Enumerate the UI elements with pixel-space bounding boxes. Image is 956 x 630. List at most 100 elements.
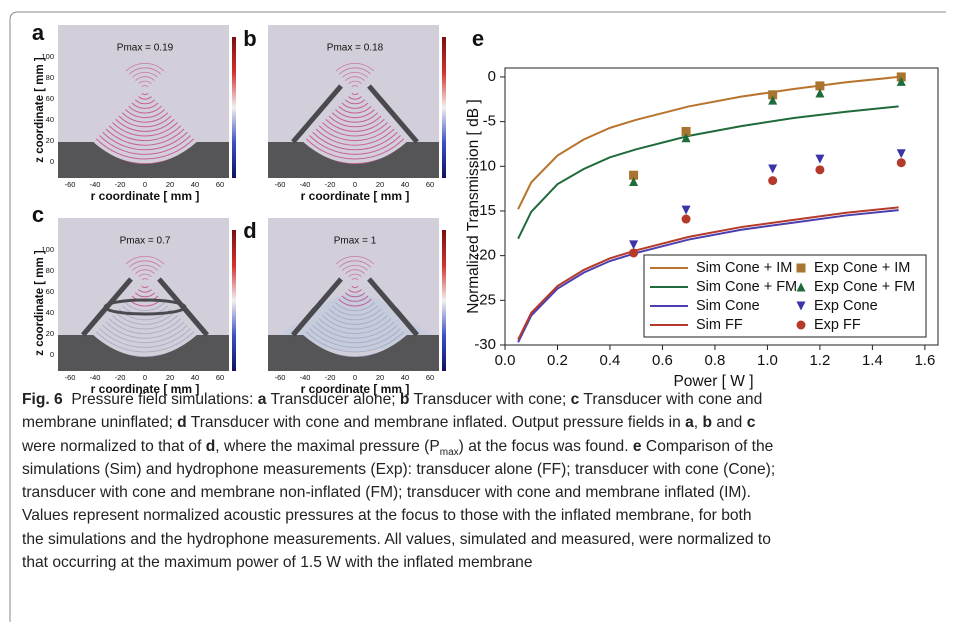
pmax-label: Pmax = 0.18 xyxy=(327,43,384,54)
marker xyxy=(629,176,639,186)
x-tick-label: -20 xyxy=(325,373,336,382)
wave-front xyxy=(338,298,372,307)
wave-front xyxy=(351,92,359,96)
y-tick-label: -15 xyxy=(474,202,496,219)
marker xyxy=(815,154,825,164)
caption-line: membrane uninflated; d Transducer with c… xyxy=(22,411,947,434)
wave-front xyxy=(132,264,158,271)
y-tick-label: 40 xyxy=(46,308,54,317)
wave-front xyxy=(345,269,365,274)
y-tick-label: 20 xyxy=(46,136,54,145)
x-tick-label: -20 xyxy=(325,180,336,189)
wave-front xyxy=(312,131,398,151)
y-tick-label: -5 xyxy=(483,113,496,130)
caption-line: Values represent normalized acoustic pre… xyxy=(22,504,947,527)
y-tick-label: 20 xyxy=(46,329,54,338)
wave-front xyxy=(95,138,195,160)
legend-box xyxy=(643,254,927,338)
wave-front xyxy=(348,96,362,100)
wave-front xyxy=(331,305,379,316)
panel: d Pmax = 1 -60 -40 -20 0 20 40 60 r coordinate [ … xyxy=(243,218,446,396)
wave-front xyxy=(112,122,178,137)
caption-text: d xyxy=(205,437,216,455)
wave-front xyxy=(335,302,375,312)
wave-front xyxy=(344,99,366,105)
wave-front xyxy=(135,269,155,274)
caption-text: b xyxy=(702,414,712,432)
sim-line xyxy=(517,105,899,240)
caption-text: c xyxy=(746,414,756,432)
legend-marker xyxy=(796,282,806,292)
legend-label: Exp Cone + IM xyxy=(814,260,910,276)
marker xyxy=(815,88,825,98)
caption-text: b xyxy=(399,391,410,408)
x-tick-label: -20 xyxy=(115,373,126,382)
caption-text: a xyxy=(685,414,694,432)
x-axis-label: r coordinate [ mm ] xyxy=(91,382,200,396)
wave-front xyxy=(345,76,365,81)
colorbar xyxy=(232,230,236,371)
wave-front xyxy=(102,131,188,151)
legend-label: Sim FF xyxy=(696,317,743,333)
caption-text: transducer with cone and membrane non-in… xyxy=(22,484,751,502)
x-tick-label: -40 xyxy=(90,373,101,382)
caption-text: a xyxy=(257,391,267,408)
y-tick-label: -25 xyxy=(474,291,496,308)
wave-front xyxy=(342,264,368,271)
panel-label: a xyxy=(32,20,45,45)
caption-text: Transducer with cone and xyxy=(579,391,763,408)
legend-marker xyxy=(796,301,806,311)
caption-line: Fig. 6 Pressure field simulations: a Tra… xyxy=(22,388,947,411)
x-axis-label: r coordinate [ mm ] xyxy=(301,189,410,203)
x-tick-label: 0.2 xyxy=(547,352,568,369)
membrane-fill xyxy=(277,293,433,351)
x-tick-label: 0.0 xyxy=(495,352,516,369)
wave-front xyxy=(121,112,169,123)
wave-front xyxy=(108,125,182,142)
transducer xyxy=(58,142,229,178)
x-tick-label: -60 xyxy=(275,373,286,382)
caption-text: c xyxy=(570,391,580,408)
x-tick-label: 1.6 xyxy=(914,352,935,369)
wave-front xyxy=(338,105,372,114)
caption-text: that occurring at the maximum power of 1… xyxy=(22,554,533,572)
cone xyxy=(81,307,209,337)
caption-text: , where the maximal pressure (P xyxy=(215,437,440,455)
wave-front xyxy=(348,80,362,85)
caption-line: simulations (Sim) and hydrophone measure… xyxy=(22,458,947,481)
wave-front xyxy=(315,321,395,339)
wave-front xyxy=(325,311,385,325)
wave-front xyxy=(318,125,392,142)
wave-front xyxy=(341,102,369,109)
x-tick-label: -40 xyxy=(90,180,101,189)
colorbar xyxy=(232,37,236,178)
y-tick-label: 80 xyxy=(46,266,54,275)
marker xyxy=(815,81,825,91)
wave-front xyxy=(305,138,405,160)
x-tick-label: 1.4 xyxy=(862,352,883,369)
wave-front xyxy=(135,76,155,81)
legend-label: Exp FF xyxy=(814,317,861,333)
wave-front xyxy=(105,128,185,146)
wave-front xyxy=(138,96,152,100)
legend-marker xyxy=(796,263,806,273)
caption-line: the simulations and the hydrophone measu… xyxy=(22,528,947,551)
panel-label: b xyxy=(243,26,256,51)
wave-front xyxy=(331,112,379,123)
x-tick-label: 0.8 xyxy=(705,352,726,369)
x-tick-label: -20 xyxy=(115,180,126,189)
wave-front xyxy=(335,255,375,265)
x-tick-label: 0.6 xyxy=(652,352,673,369)
x-axis-label: r coordinate [ mm ] xyxy=(91,189,200,203)
y-axis-label: z coordinate [ mm ] xyxy=(34,250,46,356)
y-tick-label: 100 xyxy=(41,52,54,61)
x-tick-label: 40 xyxy=(191,373,199,382)
wave-front xyxy=(325,118,385,132)
marker xyxy=(681,126,691,136)
pmax-label: Pmax = 1 xyxy=(334,236,377,247)
caption-text: Transducer alone; xyxy=(266,391,400,408)
wave-front xyxy=(99,135,191,155)
y-tick-label: -20 xyxy=(474,247,496,264)
wave-front xyxy=(99,328,191,348)
marker xyxy=(629,170,639,180)
